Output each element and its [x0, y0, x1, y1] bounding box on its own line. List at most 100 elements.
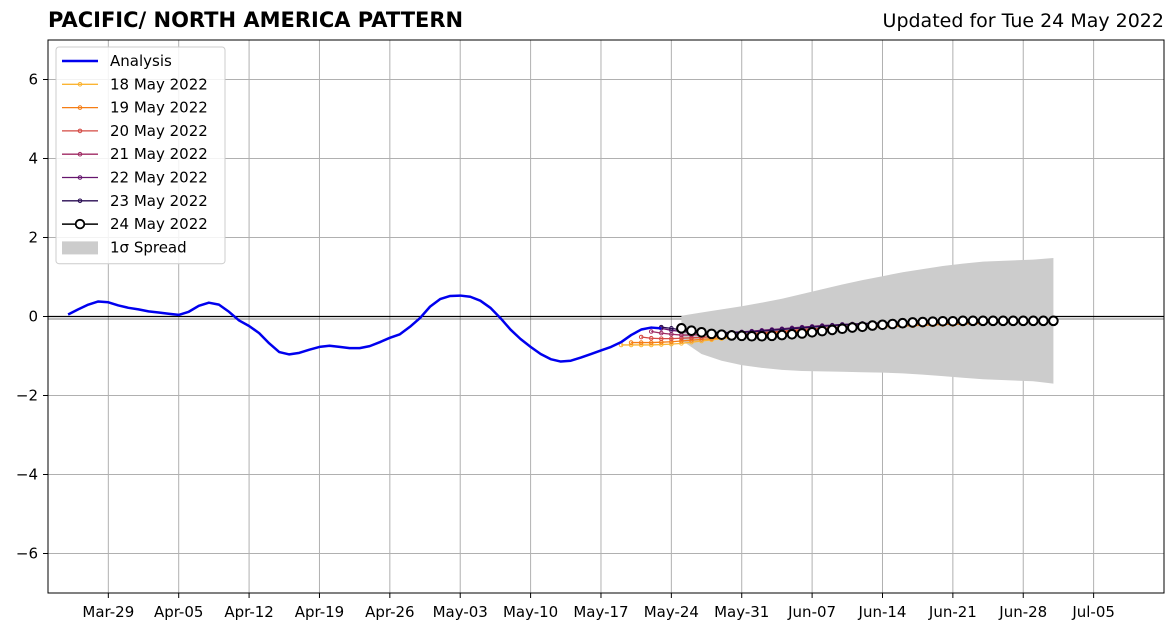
- current-forecast-point: [826, 324, 838, 336]
- legend-marker-forecast: [77, 105, 83, 110]
- current-forecast-series: [676, 315, 1059, 342]
- forecast-point: [638, 340, 644, 345]
- current-forecast-point: [857, 321, 868, 333]
- x-tick-label: May-24: [644, 603, 699, 621]
- legend-label: Analysis: [110, 52, 172, 70]
- y-tick-label: −4: [16, 466, 38, 484]
- legend-box: [55, 46, 226, 265]
- current-forecast-point: [1027, 315, 1039, 327]
- current-forecast-point: [676, 323, 687, 334]
- current-forecast-point: [696, 327, 707, 338]
- x-tick-label: Jun-28: [998, 603, 1047, 621]
- x-tick-label: Apr-05: [154, 603, 204, 621]
- current-forecast-point: [867, 320, 878, 331]
- y-tick-label: 2: [28, 229, 38, 247]
- current-forecast-point: [776, 329, 788, 341]
- current-forecast-point: [897, 317, 908, 329]
- current-forecast-point: [937, 315, 949, 327]
- legend-marker-forecast: [77, 128, 83, 134]
- forecast-point: [648, 329, 654, 334]
- forecast-point: [638, 334, 644, 340]
- current-forecast-point: [706, 328, 717, 340]
- spread-band: [681, 258, 1054, 384]
- y-tick-label: 4: [28, 150, 38, 168]
- y-tick-label: −6: [16, 545, 38, 563]
- current-forecast-point: [736, 330, 748, 342]
- x-tick-label: Apr-19: [295, 603, 345, 621]
- chart-title: PACIFIC/ NORTH AMERICA PATTERN: [48, 8, 464, 32]
- x-tick-label: Jun-07: [787, 603, 836, 621]
- current-forecast-point: [836, 323, 848, 335]
- legend-label: 20 May 2022: [110, 122, 208, 140]
- forecast-point: [669, 326, 674, 331]
- legend-marker-forecast: [77, 198, 83, 204]
- current-forecast-point: [726, 330, 737, 341]
- x-tick-label: May-17: [573, 603, 628, 621]
- forecast-point: [658, 330, 664, 336]
- y-tick-label: 6: [28, 71, 38, 89]
- x-tick-label: Apr-26: [365, 603, 415, 621]
- current-forecast-point: [847, 322, 858, 333]
- legend-label: 21 May 2022: [110, 145, 208, 163]
- forecast-point: [628, 340, 634, 345]
- current-forecast-point: [997, 315, 1009, 327]
- current-forecast-point: [686, 325, 697, 337]
- current-forecast-point: [957, 315, 969, 327]
- legend-label: 22 May 2022: [110, 169, 208, 187]
- current-forecast-point: [796, 328, 808, 339]
- legend-label: 23 May 2022: [110, 192, 208, 210]
- x-tick-label: Mar-29: [82, 603, 134, 621]
- forecast-point: [669, 336, 674, 341]
- current-forecast-point: [746, 330, 758, 342]
- legend-marker-forecast: [77, 175, 83, 180]
- current-forecast-point: [806, 327, 818, 338]
- forecast-point: [689, 335, 694, 341]
- current-forecast-point: [877, 319, 888, 331]
- current-forecast-point: [887, 318, 898, 330]
- current-forecast-point: [927, 316, 939, 327]
- x-tick-label: May-10: [503, 603, 558, 621]
- chart-subtitle: Updated for Tue 24 May 2022: [882, 10, 1164, 32]
- legend-swatch-spread: [62, 241, 98, 255]
- forecast-point: [648, 335, 654, 341]
- current-forecast-point: [816, 325, 828, 337]
- plot-frame: [47, 39, 1165, 594]
- legend-marker-forecast: [77, 82, 83, 87]
- forecast-point: [679, 338, 684, 344]
- current-forecast-point: [716, 329, 727, 340]
- x-tick-label: Jun-14: [858, 603, 907, 621]
- y-tick-label: 0: [28, 308, 38, 326]
- current-forecast-point: [917, 316, 929, 328]
- current-forecast-point: [977, 315, 989, 327]
- current-forecast-point: [947, 315, 959, 327]
- current-forecast-point: [1038, 315, 1049, 327]
- current-forecast-point: [1007, 315, 1019, 327]
- legend-label: 18 May 2022: [110, 75, 208, 93]
- x-tick-label: May-03: [433, 603, 488, 621]
- legend-label: 1σ Spread: [110, 238, 187, 256]
- legend-label: 19 May 2022: [110, 99, 208, 117]
- current-forecast-point: [766, 330, 778, 342]
- analysis-line: [67, 294, 662, 363]
- current-forecast-point: [756, 330, 768, 342]
- x-tick-label: Jun-21: [928, 603, 977, 621]
- x-tick-label: Apr-12: [224, 603, 274, 621]
- legend-marker-forecast: [77, 151, 83, 157]
- forecast-point: [648, 340, 654, 345]
- x-tick-label: May-31: [714, 603, 769, 621]
- current-forecast-point: [967, 315, 979, 327]
- current-forecast-point: [987, 315, 999, 327]
- legend: Analysis 18 May 2022 19 May 2022 20 May 202…: [55, 46, 226, 265]
- current-forecast-point: [786, 328, 798, 340]
- plot-layer: [48, 258, 1164, 384]
- y-tick-label: −2: [16, 387, 38, 405]
- current-forecast-point: [1048, 315, 1059, 327]
- legend-marker-current: [74, 218, 86, 230]
- current-forecast-point: [907, 317, 918, 328]
- x-tick-label: Jul-05: [1071, 603, 1115, 621]
- current-forecast-point: [1017, 315, 1029, 327]
- forecast-point: [658, 336, 664, 341]
- legend-label: 24 May 2022: [110, 215, 208, 233]
